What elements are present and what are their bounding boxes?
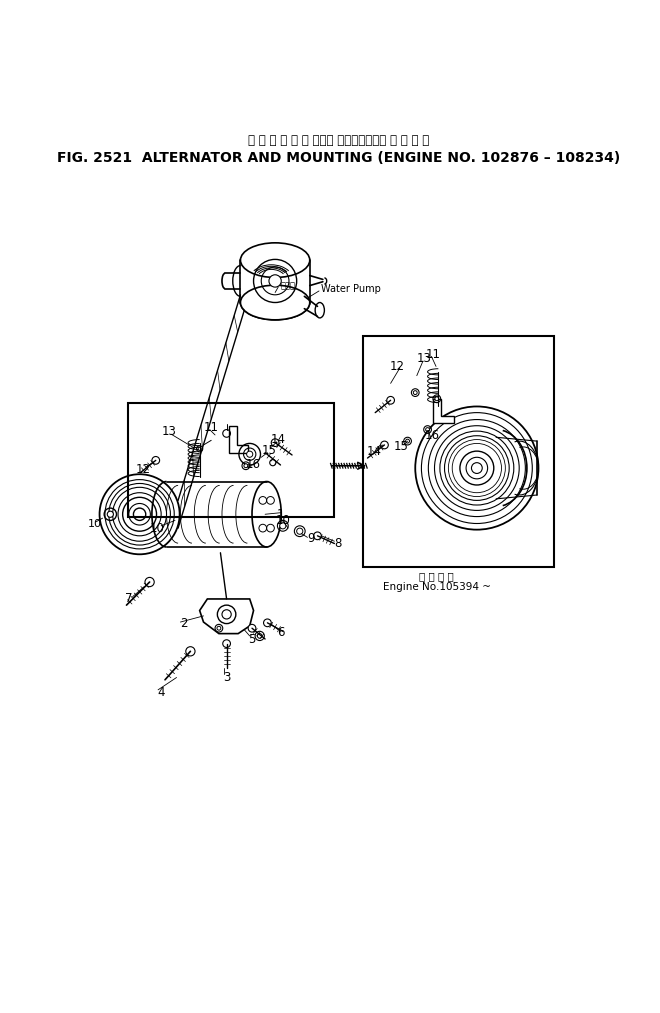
Circle shape (280, 523, 286, 529)
Circle shape (426, 427, 430, 432)
Text: 15: 15 (261, 444, 277, 457)
Circle shape (381, 441, 388, 449)
Circle shape (198, 448, 201, 451)
Text: Engine No.105394 ~: Engine No.105394 ~ (383, 582, 491, 593)
Circle shape (314, 532, 321, 540)
Text: 13: 13 (417, 353, 432, 366)
Polygon shape (433, 399, 454, 423)
Text: オ ル タ ネ ー タ および マウンティング 適 用 号 機: オ ル タ ネ ー タ および マウンティング 適 用 号 機 (248, 135, 429, 147)
Text: 7: 7 (125, 593, 133, 606)
Circle shape (269, 275, 281, 287)
Text: 11: 11 (426, 347, 440, 361)
Text: 10: 10 (88, 519, 102, 529)
Circle shape (247, 451, 253, 457)
Text: 12: 12 (136, 463, 151, 476)
Text: 10: 10 (150, 522, 165, 535)
Circle shape (296, 528, 303, 534)
Polygon shape (229, 426, 248, 453)
Circle shape (435, 397, 439, 401)
Text: 5: 5 (248, 632, 255, 645)
Text: 1: 1 (277, 508, 284, 521)
Circle shape (471, 463, 482, 473)
Text: 4: 4 (157, 687, 165, 699)
Bar (363, 335, 554, 566)
Text: FIG. 2521  ALTERNATOR AND MOUNTING (ENGINE NO. 102876 – 108234): FIG. 2521 ALTERNATOR AND MOUNTING (ENGIN… (57, 151, 620, 165)
Text: 13: 13 (162, 425, 176, 439)
Text: 16: 16 (246, 458, 261, 471)
Text: 2: 2 (180, 617, 188, 630)
Ellipse shape (315, 303, 325, 318)
Text: クリス: クリス (280, 281, 296, 290)
Text: 6: 6 (277, 626, 284, 638)
Circle shape (107, 512, 114, 518)
Circle shape (133, 509, 146, 521)
Circle shape (244, 464, 248, 468)
Ellipse shape (240, 243, 310, 278)
Circle shape (217, 626, 221, 630)
Bar (128, 402, 335, 517)
Circle shape (387, 396, 395, 404)
Circle shape (248, 624, 256, 632)
Circle shape (413, 391, 417, 394)
Circle shape (460, 451, 494, 485)
Text: 適 用 号 機: 適 用 号 機 (420, 571, 454, 580)
Text: 3: 3 (223, 671, 230, 684)
Polygon shape (199, 599, 253, 633)
Circle shape (129, 503, 150, 525)
Circle shape (152, 457, 160, 464)
Circle shape (406, 440, 409, 443)
Circle shape (145, 577, 154, 587)
Circle shape (271, 439, 279, 447)
Text: 8: 8 (335, 537, 342, 550)
Circle shape (466, 457, 488, 479)
Ellipse shape (252, 481, 281, 547)
Ellipse shape (240, 286, 310, 320)
Text: 11: 11 (204, 420, 218, 434)
Circle shape (222, 640, 230, 647)
Text: 15: 15 (394, 440, 409, 453)
Circle shape (257, 633, 262, 638)
Circle shape (270, 460, 276, 466)
Text: 9: 9 (308, 533, 315, 545)
Text: 10: 10 (275, 514, 290, 527)
Text: 14: 14 (271, 434, 286, 446)
Text: 14: 14 (367, 445, 382, 458)
Circle shape (263, 619, 271, 627)
Text: 16: 16 (424, 430, 440, 443)
Circle shape (185, 646, 195, 656)
Text: 12: 12 (390, 360, 405, 373)
Text: Water Pump: Water Pump (321, 285, 381, 295)
